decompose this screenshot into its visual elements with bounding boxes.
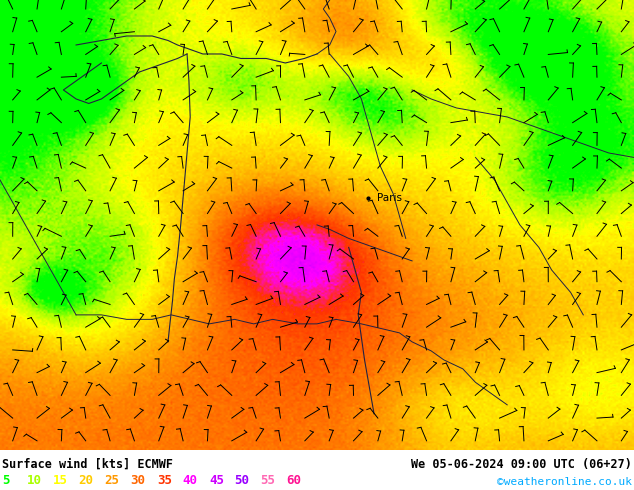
Text: ©weatheronline.co.uk: ©weatheronline.co.uk xyxy=(497,477,632,487)
Text: 10: 10 xyxy=(27,474,42,487)
Text: 5: 5 xyxy=(2,474,10,487)
Text: 50: 50 xyxy=(235,474,250,487)
Text: 40: 40 xyxy=(183,474,198,487)
Text: 55: 55 xyxy=(260,474,275,487)
Text: 60: 60 xyxy=(287,474,302,487)
Text: Paris: Paris xyxy=(377,193,402,203)
Text: Surface wind [kts] ECMWF: Surface wind [kts] ECMWF xyxy=(2,458,173,471)
Text: 30: 30 xyxy=(130,474,145,487)
Text: We 05-06-2024 09:00 UTC (06+27): We 05-06-2024 09:00 UTC (06+27) xyxy=(411,458,632,471)
Text: 45: 45 xyxy=(209,474,224,487)
Text: 35: 35 xyxy=(157,474,172,487)
Text: 20: 20 xyxy=(78,474,93,487)
Text: 15: 15 xyxy=(53,474,68,487)
Text: 25: 25 xyxy=(105,474,120,487)
